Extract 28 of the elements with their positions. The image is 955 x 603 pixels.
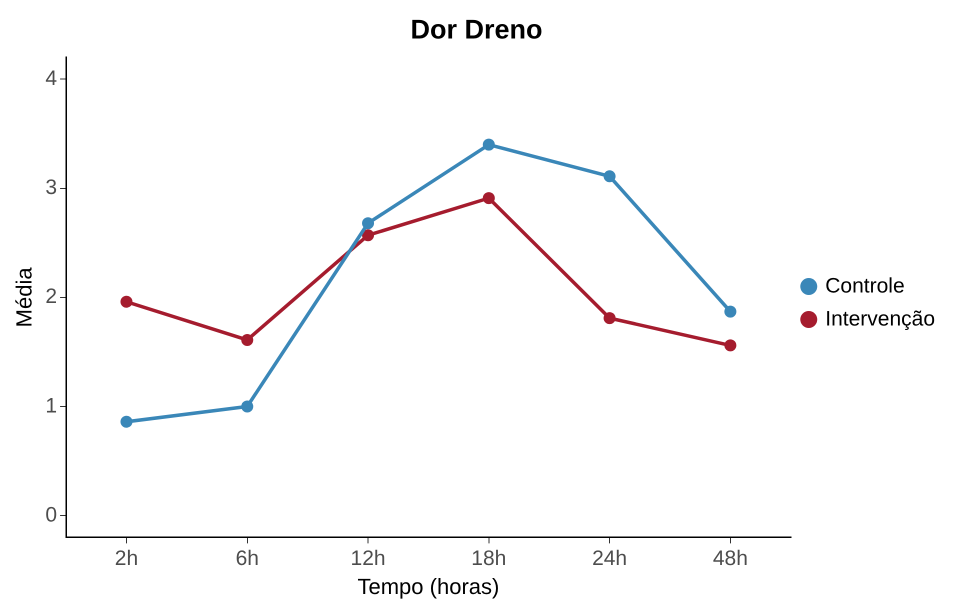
point xyxy=(604,170,616,182)
point xyxy=(482,192,495,204)
point xyxy=(362,229,374,242)
point xyxy=(482,138,495,151)
point xyxy=(241,334,254,346)
legend-label: Controle xyxy=(825,274,905,298)
y-tick-label: 3 xyxy=(45,176,58,200)
x-tick-label: 12h xyxy=(350,546,386,570)
x-tick-label: 24h xyxy=(592,546,628,570)
y-tick-label: 1 xyxy=(45,394,58,418)
x-tick-label: 48h xyxy=(712,546,748,570)
point xyxy=(241,400,254,412)
x-tick-label: 18h xyxy=(471,546,506,570)
chart-title: Dor Dreno xyxy=(410,14,543,45)
y-tick-label: 4 xyxy=(45,67,58,90)
point xyxy=(604,312,616,324)
point xyxy=(724,339,736,352)
y-axis-title: Média xyxy=(11,266,36,328)
point xyxy=(120,416,132,428)
x-tick-label: 2h xyxy=(114,546,138,570)
legend-label: Intervenção xyxy=(825,307,936,330)
x-tick-label: 6h xyxy=(236,546,259,570)
x-axis-title: Tempo (horas) xyxy=(358,574,500,599)
point xyxy=(724,306,736,318)
y-tick-label: 0 xyxy=(45,503,58,526)
point xyxy=(120,296,132,308)
y-tick-label: 2 xyxy=(45,285,58,308)
point xyxy=(362,217,374,230)
